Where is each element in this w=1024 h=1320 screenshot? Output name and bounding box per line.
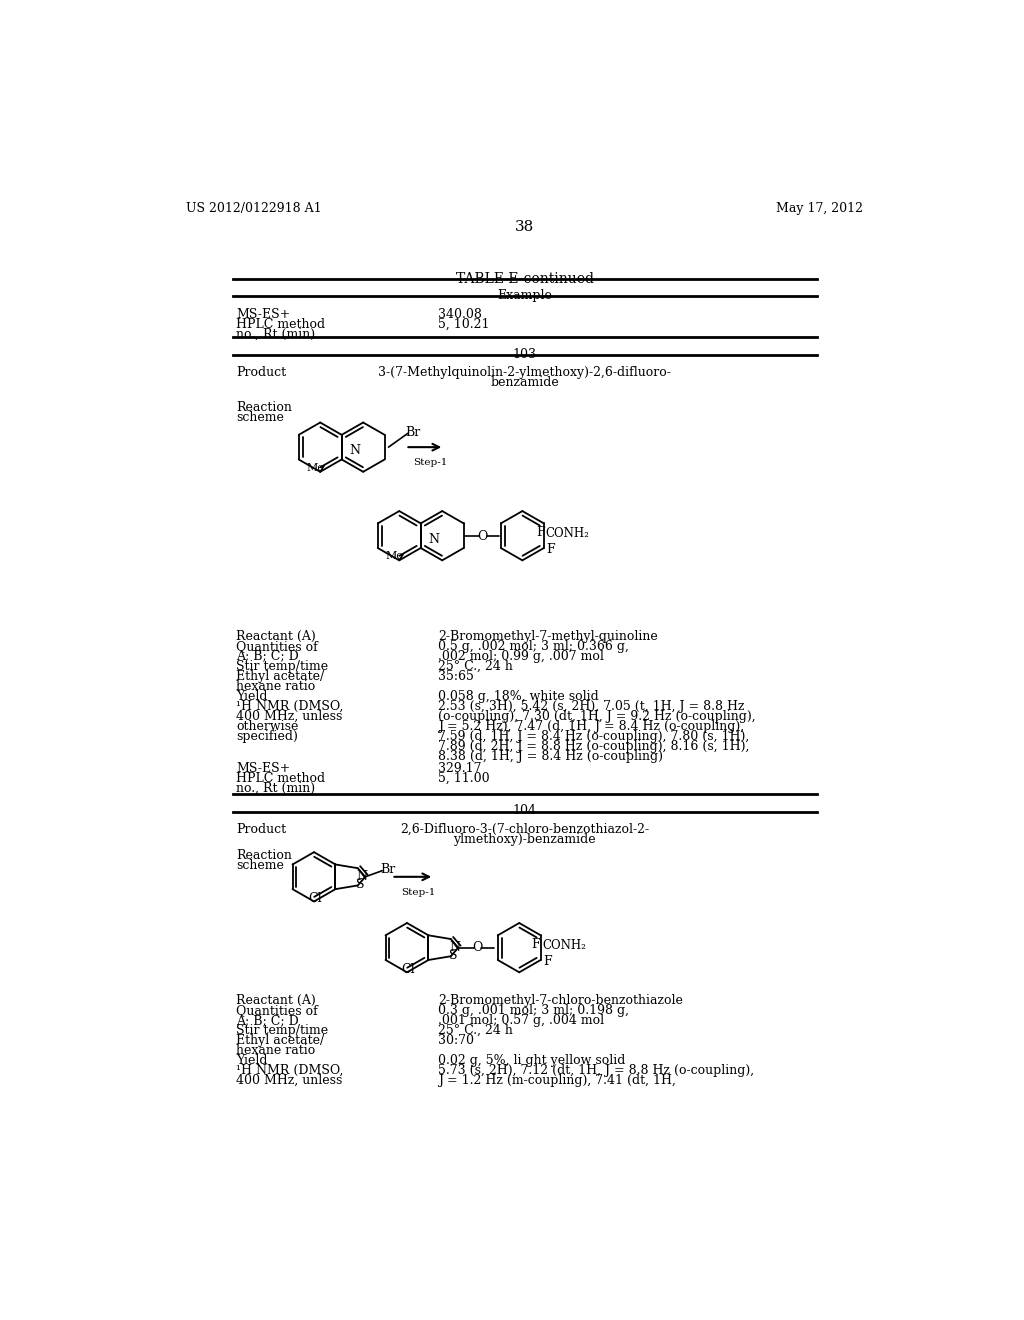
Text: F: F — [531, 937, 540, 950]
Text: 7.59 (d, 1H, J = 8.4 Hz (o-coupling), 7.80 (s, 1H),: 7.59 (d, 1H, J = 8.4 Hz (o-coupling), 7.… — [438, 730, 750, 743]
Text: .001 mol; 0.57 g, .004 mol: .001 mol; 0.57 g, .004 mol — [438, 1014, 604, 1027]
Text: TABLE E-continued: TABLE E-continued — [456, 272, 594, 286]
Text: N: N — [349, 444, 360, 457]
Text: F: F — [546, 544, 555, 557]
Text: .002 mol; 0.99 g, .007 mol: .002 mol; 0.99 g, .007 mol — [438, 649, 604, 663]
Text: 7.89 (d, 2H, J = 8.8 Hz (o-coupling), 8.16 (s, 1H),: 7.89 (d, 2H, J = 8.8 Hz (o-coupling), 8.… — [438, 739, 750, 752]
Text: Example: Example — [498, 289, 552, 302]
Text: Step-1: Step-1 — [401, 887, 435, 896]
Text: HPLC method: HPLC method — [237, 318, 326, 331]
Text: benzamide: benzamide — [490, 376, 559, 389]
Text: MS-ES+: MS-ES+ — [237, 762, 291, 775]
Text: 5, 10.21: 5, 10.21 — [438, 318, 489, 331]
Text: J = 5.2 Hz), 7.47 (d, 1H, J = 8.4 Hz (o-coupling),: J = 5.2 Hz), 7.47 (d, 1H, J = 8.4 Hz (o-… — [438, 719, 744, 733]
Text: MS-ES+: MS-ES+ — [237, 308, 291, 321]
Text: Step-1: Step-1 — [414, 458, 447, 467]
Text: 2,6-Difluoro-3-(7-chloro-benzothiazol-2-: 2,6-Difluoro-3-(7-chloro-benzothiazol-2- — [400, 822, 649, 836]
Text: May 17, 2012: May 17, 2012 — [776, 202, 863, 215]
Text: Me: Me — [385, 552, 403, 561]
Text: 35:65: 35:65 — [438, 669, 474, 682]
Text: 5.73 (s, 2H), 7.12 (dt, 1H, J = 8.8 Hz (o-coupling),: 5.73 (s, 2H), 7.12 (dt, 1H, J = 8.8 Hz (… — [438, 1064, 754, 1077]
Text: O: O — [472, 941, 482, 954]
Text: 340.08: 340.08 — [438, 308, 482, 321]
Text: 0.02 g, 5%, li ght yellow solid: 0.02 g, 5%, li ght yellow solid — [438, 1053, 626, 1067]
Text: Reaction: Reaction — [237, 401, 293, 414]
Text: Yield: Yield — [237, 689, 268, 702]
Text: Product: Product — [237, 367, 287, 379]
Text: 25° C., 24 h: 25° C., 24 h — [438, 1024, 513, 1038]
Text: 400 MHz, unless: 400 MHz, unless — [237, 710, 343, 723]
Text: no., Rt (min): no., Rt (min) — [237, 781, 315, 795]
Text: 5, 11.00: 5, 11.00 — [438, 772, 489, 785]
Text: S: S — [356, 878, 365, 891]
Text: F: F — [543, 956, 552, 969]
Text: 2.53 (s, 3H), 5.42 (s, 2H), 7.05 (t, 1H, J = 8.8 Hz: 2.53 (s, 3H), 5.42 (s, 2H), 7.05 (t, 1H,… — [438, 700, 744, 713]
Text: no., Rt (min): no., Rt (min) — [237, 327, 315, 341]
Text: CONH₂: CONH₂ — [543, 940, 586, 952]
Text: 0.3 g, .001 mol; 3 ml; 0.198 g,: 0.3 g, .001 mol; 3 ml; 0.198 g, — [438, 1003, 629, 1016]
Text: scheme: scheme — [237, 859, 285, 873]
Text: N: N — [428, 533, 439, 545]
Text: Ethyl acetate/: Ethyl acetate/ — [237, 669, 325, 682]
Text: 104: 104 — [513, 804, 537, 817]
Text: Ethyl acetate/: Ethyl acetate/ — [237, 1034, 325, 1047]
Text: 0.058 g, 18%, white solid: 0.058 g, 18%, white solid — [438, 689, 599, 702]
Text: 103: 103 — [513, 348, 537, 360]
Text: N: N — [450, 941, 460, 953]
Text: S: S — [450, 949, 458, 961]
Text: J = 1.2 Hz (m-coupling), 7.41 (dt, 1H,: J = 1.2 Hz (m-coupling), 7.41 (dt, 1H, — [438, 1074, 676, 1086]
Text: Br: Br — [406, 425, 421, 438]
Text: (o-coupling), 7.30 (dt, 1H, J = 9.2 Hz (o-coupling),: (o-coupling), 7.30 (dt, 1H, J = 9.2 Hz (… — [438, 710, 756, 723]
Text: US 2012/0122918 A1: US 2012/0122918 A1 — [186, 202, 322, 215]
Text: 38: 38 — [515, 220, 535, 234]
Text: Cl: Cl — [400, 964, 415, 975]
Text: Quantities of: Quantities of — [237, 640, 318, 652]
Text: Quantities of: Quantities of — [237, 1003, 318, 1016]
Text: Cl: Cl — [308, 892, 322, 906]
Text: hexane ratio: hexane ratio — [237, 1044, 315, 1057]
Text: Reaction: Reaction — [237, 849, 293, 862]
Text: hexane ratio: hexane ratio — [237, 680, 315, 693]
Text: 25° C., 24 h: 25° C., 24 h — [438, 660, 513, 673]
Text: Reactant (A): Reactant (A) — [237, 630, 316, 643]
Text: 400 MHz, unless: 400 MHz, unless — [237, 1074, 343, 1086]
Text: ¹H NMR (DMSO,: ¹H NMR (DMSO, — [237, 700, 344, 713]
Text: ¹H NMR (DMSO,: ¹H NMR (DMSO, — [237, 1064, 344, 1077]
Text: F: F — [537, 525, 545, 539]
Text: 8.38 (d, 1H, J = 8.4 Hz (o-coupling): 8.38 (d, 1H, J = 8.4 Hz (o-coupling) — [438, 750, 663, 763]
Text: 30:70: 30:70 — [438, 1034, 474, 1047]
Text: 2-Bromomethyl-7-methyl-quinoline: 2-Bromomethyl-7-methyl-quinoline — [438, 630, 657, 643]
Text: Product: Product — [237, 822, 287, 836]
Text: Reactant (A): Reactant (A) — [237, 994, 316, 1007]
Text: scheme: scheme — [237, 411, 285, 424]
Text: Stir temp/time: Stir temp/time — [237, 660, 329, 673]
Text: Stir temp/time: Stir temp/time — [237, 1024, 329, 1038]
Text: Yield: Yield — [237, 1053, 268, 1067]
Text: O: O — [477, 529, 488, 543]
Text: ylmethoxy)-benzamide: ylmethoxy)-benzamide — [454, 833, 596, 846]
Text: Br: Br — [381, 863, 396, 876]
Text: Me: Me — [306, 462, 325, 473]
Text: HPLC method: HPLC method — [237, 772, 326, 785]
Text: A; B; C; D: A; B; C; D — [237, 1014, 299, 1027]
Text: CONH₂: CONH₂ — [546, 527, 589, 540]
Text: N: N — [356, 870, 368, 883]
Text: otherwise: otherwise — [237, 719, 299, 733]
Text: 0.5 g, .002 mol; 3 ml; 0.366 g,: 0.5 g, .002 mol; 3 ml; 0.366 g, — [438, 640, 629, 652]
Text: specified): specified) — [237, 730, 298, 743]
Text: A; B; C; D: A; B; C; D — [237, 649, 299, 663]
Text: 2-Bromomethyl-7-chloro-benzothiazole: 2-Bromomethyl-7-chloro-benzothiazole — [438, 994, 683, 1007]
Text: 3-(7-Methylquinolin-2-ylmethoxy)-2,6-difluoro-: 3-(7-Methylquinolin-2-ylmethoxy)-2,6-dif… — [378, 367, 672, 379]
Text: 329.17: 329.17 — [438, 762, 481, 775]
